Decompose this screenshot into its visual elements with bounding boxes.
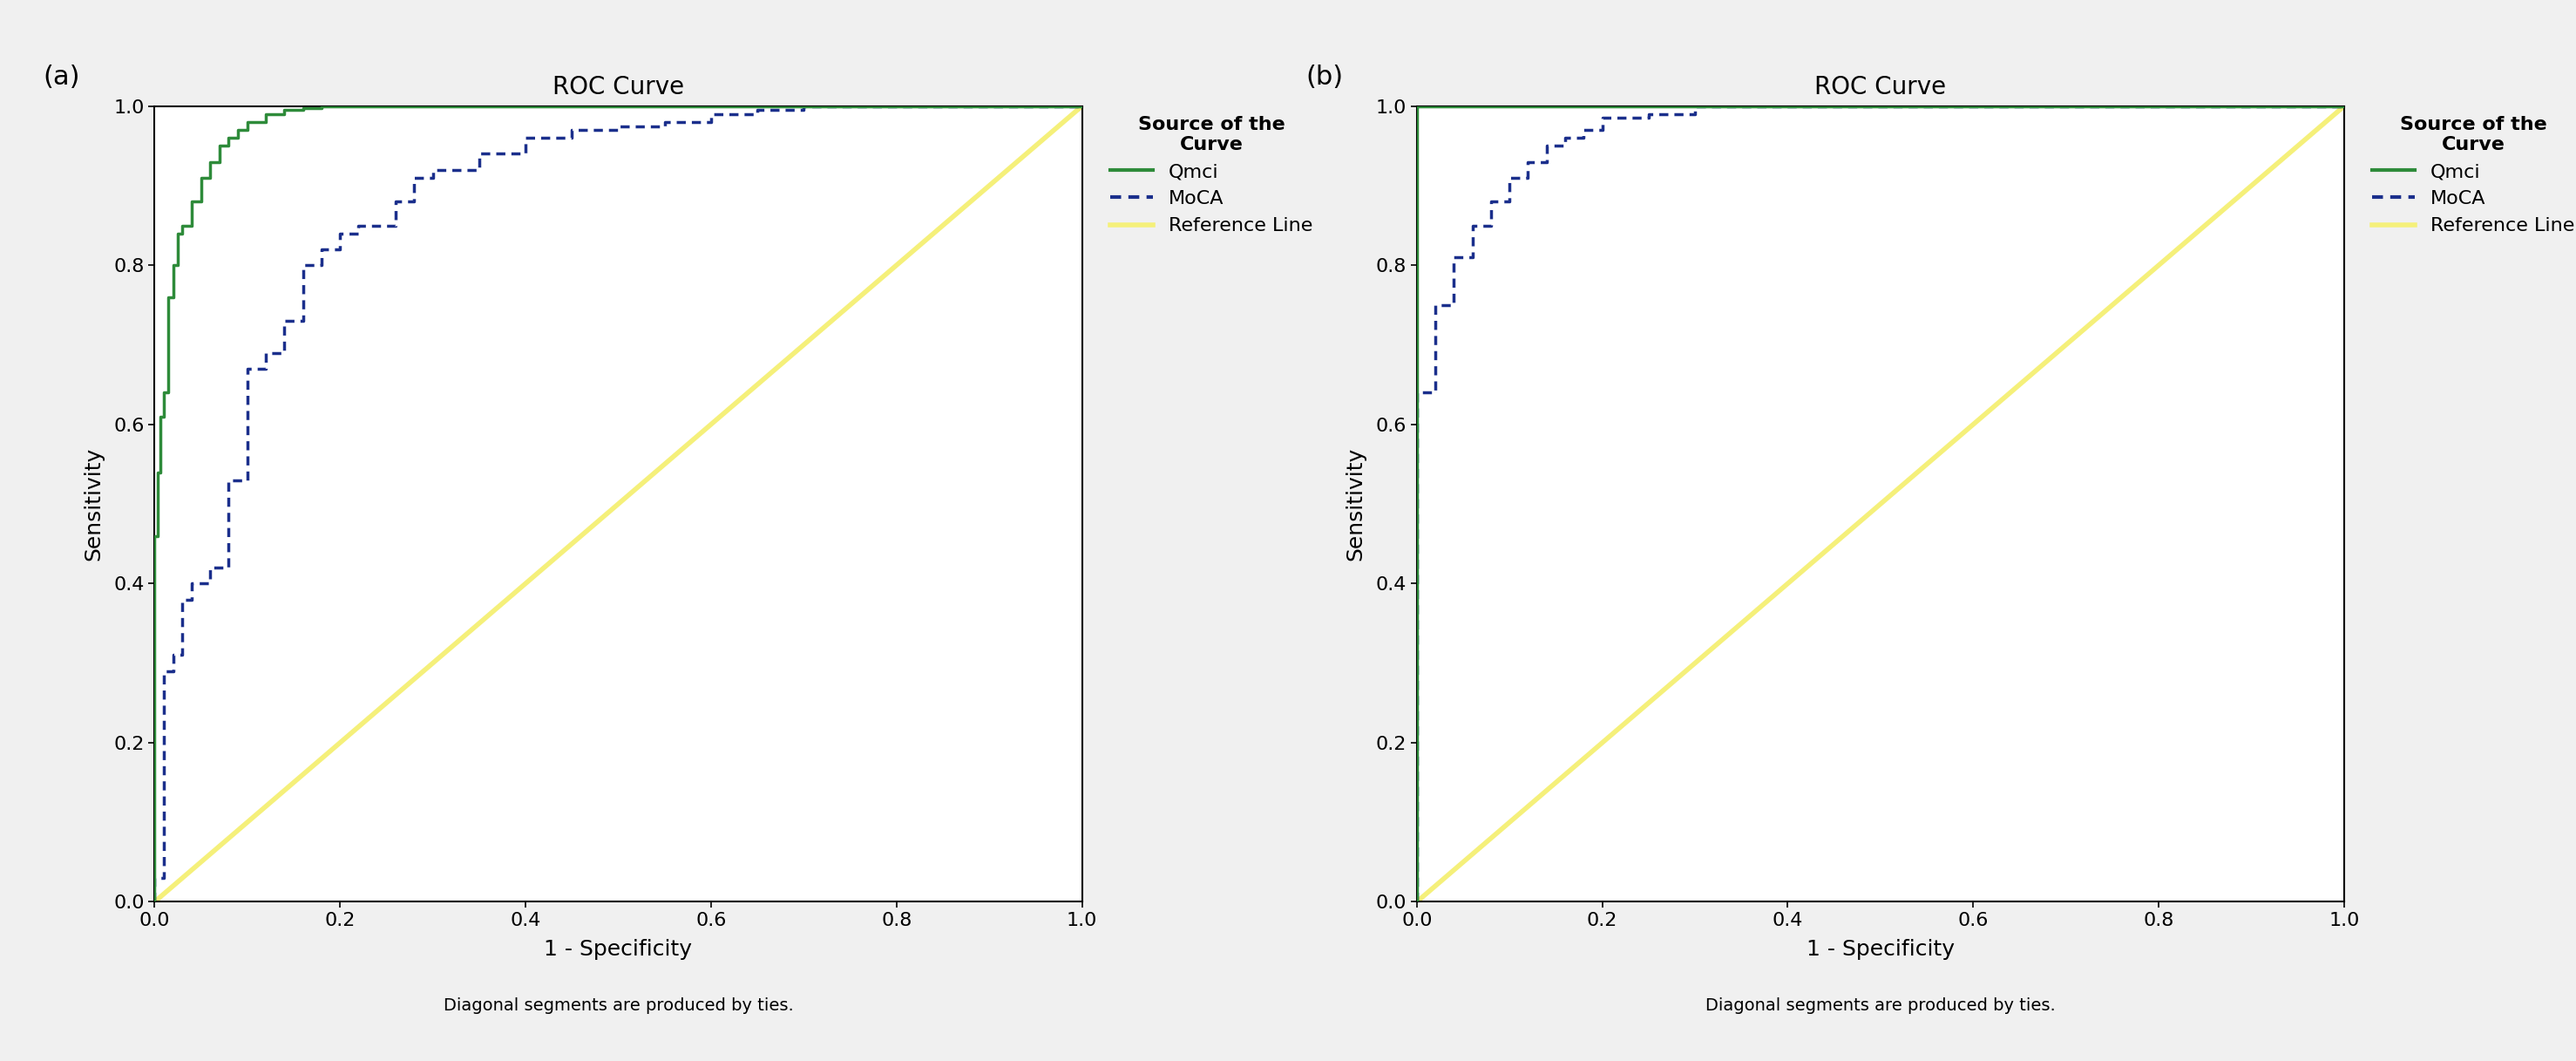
Text: Diagonal segments are produced by ties.: Diagonal segments are produced by ties.	[443, 997, 793, 1014]
Y-axis label: Sensitivity: Sensitivity	[1345, 447, 1365, 561]
Legend: Qmci, MoCA, Reference Line: Qmci, MoCA, Reference Line	[2372, 116, 2573, 234]
Legend: Qmci, MoCA, Reference Line: Qmci, MoCA, Reference Line	[1110, 116, 1311, 234]
Text: Diagonal segments are produced by ties.: Diagonal segments are produced by ties.	[1705, 997, 2056, 1014]
Text: (a): (a)	[44, 65, 80, 90]
Title: ROC Curve: ROC Curve	[1814, 75, 1947, 100]
Text: (b): (b)	[1306, 65, 1342, 90]
Title: ROC Curve: ROC Curve	[551, 75, 685, 100]
X-axis label: 1 - Specificity: 1 - Specificity	[544, 939, 693, 960]
Y-axis label: Sensitivity: Sensitivity	[82, 447, 103, 561]
X-axis label: 1 - Specificity: 1 - Specificity	[1806, 939, 1955, 960]
